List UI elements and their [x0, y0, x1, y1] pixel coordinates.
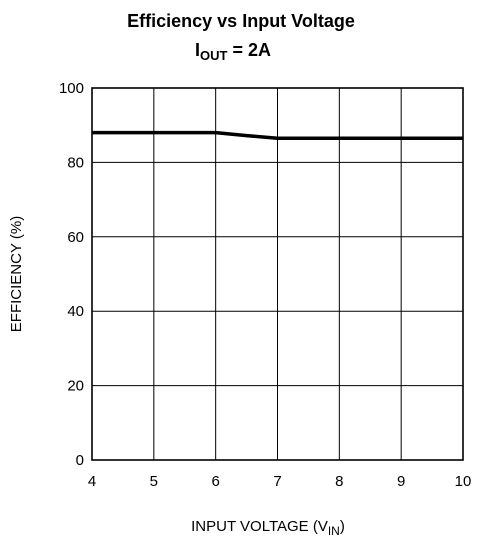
x-tick-label: 4	[88, 473, 96, 490]
x-tick-label: 6	[211, 473, 219, 490]
x-tick-label: 7	[273, 473, 281, 490]
x-tick-label: 10	[455, 473, 472, 490]
series-lines	[92, 130, 463, 140]
x-axis-label: INPUT VOLTAGE (VIN)	[191, 518, 345, 538]
y-tick-label: 0	[76, 452, 84, 469]
y-tick-labels: 0 20 40 60 80 100	[59, 80, 84, 469]
chart-title: Efficiency vs Input Voltage	[127, 11, 355, 31]
y-tick-label: 20	[67, 378, 84, 395]
chart-subtitle: IOUT = 2A	[195, 40, 271, 63]
y-axis-label: EFFICIENCY (%)	[8, 216, 25, 332]
x-tick-labels: 4 5 6 7 8 9 10	[88, 473, 472, 490]
efficiency-line	[92, 130, 463, 140]
x-tick-label: 9	[397, 473, 405, 490]
y-tick-label: 100	[59, 80, 84, 97]
x-tick-label: 8	[335, 473, 343, 490]
grid-lines	[91, 87, 464, 461]
x-tick-label: 5	[150, 473, 158, 490]
plot-frame	[91, 87, 464, 461]
y-tick-label: 80	[67, 154, 84, 171]
y-tick-label: 40	[67, 303, 84, 320]
y-tick-label: 60	[67, 229, 84, 246]
